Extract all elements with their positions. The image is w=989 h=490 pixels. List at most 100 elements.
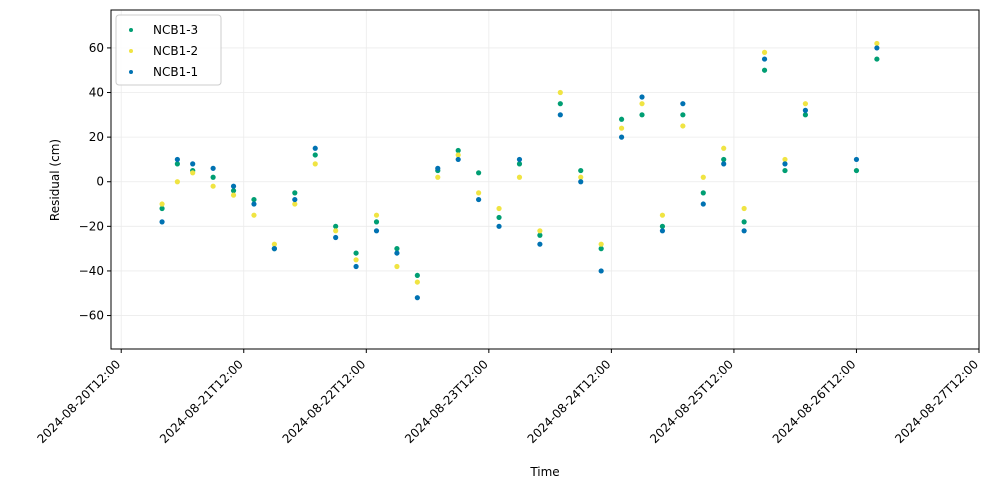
data-point — [190, 170, 196, 176]
data-point — [761, 67, 768, 73]
y-tick-label: 40 — [89, 86, 104, 100]
legend-label: NCB1-1 — [153, 65, 198, 79]
data-point — [455, 156, 461, 163]
data-point — [741, 219, 747, 225]
data-point — [292, 196, 298, 203]
data-point — [659, 223, 666, 229]
x-tick-label: 2024-08-20T12:00 — [34, 357, 123, 446]
data-point — [782, 156, 788, 163]
data-point — [230, 183, 237, 189]
data-point — [557, 89, 563, 96]
data-point — [210, 174, 216, 180]
data-point — [373, 212, 380, 218]
data-point — [853, 156, 860, 163]
legend-label: NCB1-2 — [153, 44, 198, 58]
x-tick-label: 2024-08-24T12:00 — [525, 357, 614, 446]
data-point — [721, 145, 727, 151]
data-point — [578, 167, 584, 174]
data-point — [174, 179, 180, 185]
data-point — [516, 156, 523, 163]
data-point — [700, 201, 706, 207]
legend-marker — [129, 70, 133, 74]
data-point — [455, 152, 461, 158]
data-point — [741, 205, 747, 212]
legend-label: NCB1-3 — [153, 23, 198, 37]
data-point — [761, 56, 768, 62]
data-point — [394, 250, 400, 256]
data-point — [516, 161, 523, 167]
data-point — [598, 246, 604, 252]
y-tick-label: −40 — [79, 264, 104, 278]
data-point — [159, 201, 165, 207]
data-point — [741, 228, 747, 234]
y-tick-label: 0 — [96, 175, 104, 189]
data-point — [618, 125, 625, 131]
data-point — [373, 228, 380, 234]
data-point — [618, 116, 625, 122]
data-point — [874, 40, 880, 47]
data-point — [496, 223, 502, 229]
x-axis-label: Time — [529, 465, 559, 479]
data-point — [598, 268, 604, 274]
data-point — [312, 161, 318, 167]
data-point — [496, 214, 502, 221]
data-point — [476, 190, 482, 196]
data-point — [312, 145, 318, 151]
data-point — [639, 101, 645, 107]
x-tick-label: 2024-08-23T12:00 — [402, 357, 491, 446]
y-tick-label: 20 — [89, 130, 104, 144]
data-point — [496, 205, 502, 212]
data-point — [537, 232, 543, 238]
data-point — [353, 263, 359, 270]
data-point — [557, 112, 563, 118]
data-point — [598, 241, 604, 247]
x-tick-label: 2024-08-26T12:00 — [770, 357, 859, 446]
data-point — [414, 295, 420, 301]
data-point — [435, 165, 441, 171]
y-axis: −60 −40 −20 0 20 40 60 — [79, 41, 111, 323]
data-point — [700, 174, 706, 180]
data-point — [578, 179, 584, 185]
data-point — [476, 196, 482, 203]
data-point — [680, 123, 686, 129]
data-point — [230, 192, 237, 198]
data-point — [782, 167, 788, 174]
data-point — [159, 219, 165, 225]
x-tick-label: 2024-08-22T12:00 — [280, 357, 369, 446]
data-point — [333, 228, 339, 234]
data-point — [516, 174, 523, 180]
grid-layer — [111, 10, 980, 349]
data-point — [578, 174, 584, 180]
data-point — [659, 212, 666, 218]
data-point — [639, 112, 645, 118]
data-point — [537, 241, 543, 247]
legend-marker — [129, 49, 133, 53]
data-point — [680, 112, 686, 118]
data-point — [174, 156, 180, 163]
data-point — [802, 107, 809, 113]
data-point — [618, 134, 625, 140]
data-point — [353, 250, 359, 256]
data-point — [353, 257, 359, 263]
data-point — [292, 190, 298, 196]
data-point — [476, 170, 482, 176]
series-NCB1-2 — [159, 40, 880, 285]
x-axis: 2024-08-20T12:00 2024-08-21T12:00 2024-08-… — [34, 349, 981, 446]
data-point — [853, 167, 860, 174]
data-point — [394, 263, 400, 270]
x-tick-label: 2024-08-25T12:00 — [647, 357, 736, 446]
data-point — [700, 190, 706, 196]
data-point — [557, 101, 563, 107]
data-point — [414, 279, 420, 285]
data-point — [680, 101, 686, 107]
data-point — [761, 49, 768, 55]
data-point — [159, 205, 165, 212]
data-point — [721, 161, 727, 167]
data-point — [230, 188, 237, 194]
data-point — [174, 161, 180, 167]
y-tick-label: −60 — [79, 309, 104, 323]
data-point — [251, 201, 257, 207]
plot-frame — [110, 9, 980, 350]
data-point — [312, 152, 318, 158]
